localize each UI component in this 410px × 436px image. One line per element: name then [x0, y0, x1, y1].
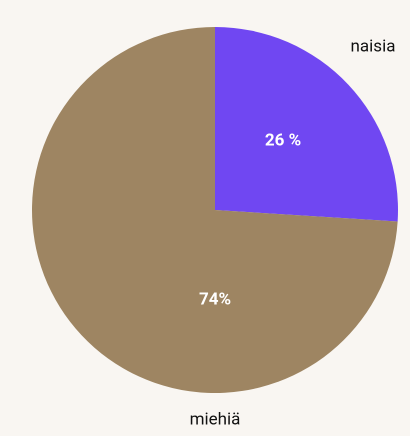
slice-value-label: 74%: [199, 289, 231, 309]
slice-value-label: 26 %: [265, 130, 301, 150]
pie-slice: [215, 27, 398, 222]
pie-slice: [31, 27, 398, 394]
slice-category-label: miehiä: [190, 409, 241, 429]
slice-category-label: naisia: [351, 36, 396, 56]
